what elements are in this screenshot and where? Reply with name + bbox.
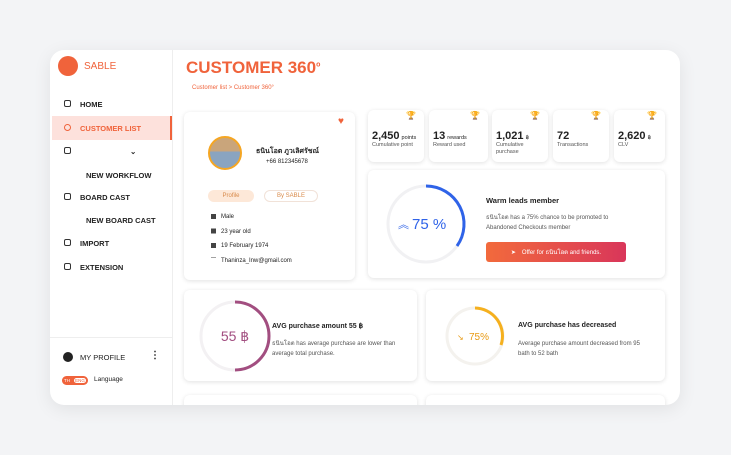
more-button[interactable]: ⋮ bbox=[150, 350, 160, 361]
lead-title: Warm leads member bbox=[486, 196, 560, 205]
trophy-icon: 🏆 bbox=[647, 111, 657, 120]
card-description: Average purchase amount decreased from 9… bbox=[518, 341, 640, 357]
gauge-label: 55 ฿ bbox=[221, 328, 249, 344]
avg-decrease-card: ↘ 75% AVG purchase has decreased Average… bbox=[426, 290, 665, 381]
profile-card: ♥ ธนินโอต ภูวเลิศรัชณ์ +66 812345678 Pro… bbox=[184, 112, 355, 280]
trophy-icon: 🏆 bbox=[470, 111, 480, 120]
detail: Male bbox=[221, 214, 235, 220]
title-text: CUSTOMER 360 bbox=[186, 58, 317, 77]
partial-card bbox=[426, 395, 665, 405]
stat-unit: rewards bbox=[447, 135, 467, 141]
offer-button[interactable]: ➤ Offer for ธนินโอต and friends. bbox=[486, 242, 626, 262]
stat-number: 13 bbox=[433, 130, 446, 142]
gauge-arc bbox=[425, 184, 466, 247]
gauge-arc bbox=[234, 300, 271, 372]
logo bbox=[58, 56, 78, 76]
decrease-gauge: ↘ 75% bbox=[445, 306, 505, 366]
divider bbox=[50, 337, 172, 338]
button-text: Offer for ธนินโอต and friends. bbox=[521, 250, 602, 256]
card-title: AVG purchase amount 55 ฿ bbox=[272, 323, 364, 330]
active-highlight bbox=[52, 116, 172, 140]
stat-label: Reward used bbox=[433, 142, 466, 148]
icon bbox=[64, 239, 71, 246]
detail: 23 year old bbox=[221, 229, 251, 235]
menu-item[interactable]: BOARD CAST bbox=[80, 193, 130, 202]
stat-label: Cumulative purchase bbox=[496, 142, 524, 155]
stat-card: 🏆 13 rewards Reward used bbox=[429, 110, 488, 162]
app-window: SABLE HOME CUSTOMER LIST ⌄ NEW WORKFLOW … bbox=[50, 50, 680, 405]
stat-value: 13 rewards bbox=[433, 126, 467, 144]
icon bbox=[64, 193, 71, 200]
menu-item[interactable]: IMPORT bbox=[80, 239, 110, 248]
language-toggle[interactable]: TH ENG bbox=[62, 376, 88, 385]
chevron[interactable]: ⌄ bbox=[130, 147, 137, 156]
gauge-icon: ︽ bbox=[398, 219, 409, 231]
avg-amount-card: 55 ฿ AVG purchase amount 55 ฿ ธนินโอต ha… bbox=[184, 290, 417, 381]
sidebar: SABLE HOME CUSTOMER LIST ⌄ NEW WORKFLOW … bbox=[50, 50, 173, 405]
stat-label: Transactions bbox=[557, 142, 589, 148]
stat-value: 2,450 points bbox=[372, 126, 416, 144]
stat-number: 2,620 bbox=[618, 130, 646, 142]
stat-card: 🏆 2,620 ฿ CLV bbox=[614, 110, 665, 162]
detail: 19 February 1974 bbox=[221, 243, 269, 249]
menu-item[interactable]: NEW BOARD CAST bbox=[86, 216, 156, 225]
menu-item[interactable]: NEW WORKFLOW bbox=[86, 171, 152, 180]
breadcrumb[interactable]: Customer list > Customer 360° bbox=[192, 85, 274, 91]
icon bbox=[64, 124, 71, 131]
stat-number: 2,450 bbox=[372, 130, 400, 142]
stat-unit: points bbox=[401, 135, 417, 141]
amount-gauge: 55 ฿ bbox=[199, 300, 271, 372]
avatar-icon bbox=[63, 352, 73, 362]
partial-card bbox=[184, 395, 417, 405]
icon bbox=[64, 147, 71, 154]
card-description: ธนินโอต has average purchase are lower t… bbox=[272, 341, 396, 357]
stat-unit: ฿ bbox=[647, 135, 652, 141]
trophy-icon: 🏆 bbox=[591, 111, 601, 120]
lead-gauge: ︽ 75 % bbox=[386, 184, 466, 264]
favorite-heart[interactable]: ♥ bbox=[338, 116, 344, 127]
phone: +66 812345678 bbox=[266, 159, 308, 165]
brand: SABLE bbox=[84, 61, 117, 72]
menu-item[interactable]: CUSTOMER LIST bbox=[80, 124, 142, 133]
menu-item[interactable]: HOME bbox=[80, 100, 103, 109]
gauge-label: 75 % bbox=[412, 216, 446, 233]
active-bar bbox=[170, 116, 172, 140]
detail-icons bbox=[211, 214, 216, 258]
trophy-icon: 🏆 bbox=[530, 111, 540, 120]
stat-label: Cumulative point bbox=[372, 142, 413, 148]
stat-value: 2,620 ฿ bbox=[618, 126, 651, 144]
stat-card: 🏆 1,021 ฿ Cumulative purchase bbox=[492, 110, 548, 162]
lead-description: ธนินโอต has a 75% chance to be promoted … bbox=[486, 215, 609, 231]
gauge-arc bbox=[474, 306, 504, 346]
toggle-option: TH bbox=[64, 378, 71, 383]
toggle-option: ENG bbox=[74, 378, 86, 383]
menu-item[interactable]: EXTENSION bbox=[80, 263, 124, 272]
stat-number: 1,021 bbox=[496, 130, 524, 142]
avatar bbox=[208, 136, 242, 170]
stat-unit: ฿ bbox=[525, 135, 530, 141]
detail: Thaninza_Inw@gmail.com bbox=[221, 258, 292, 264]
stat-card: 🏆 2,450 points Cumulative point bbox=[368, 110, 424, 162]
icon bbox=[64, 100, 71, 107]
page-title: CUSTOMER 360o bbox=[186, 58, 320, 78]
trophy-icon: 🏆 bbox=[406, 111, 416, 120]
stat-label: CLV bbox=[618, 142, 629, 148]
my-profile[interactable]: MY PROFILE bbox=[80, 353, 126, 362]
stat-number: 72 bbox=[557, 130, 570, 142]
language-label: Language bbox=[94, 376, 123, 383]
card-title: AVG purchase has decreased bbox=[518, 322, 617, 329]
icon bbox=[64, 263, 71, 270]
customer-name: ธนินโอต ภูวเลิศรัชณ์ bbox=[256, 148, 319, 155]
stat-value: 1,021 ฿ bbox=[496, 126, 529, 144]
title-sup: o bbox=[316, 61, 321, 69]
gauge-icon: ↘ bbox=[457, 333, 464, 342]
lead-card: ︽ 75 % Warm leads member ธนินโอต has a 7… bbox=[368, 170, 665, 278]
stat-value: 72 bbox=[557, 126, 569, 144]
tab[interactable]: Profile bbox=[208, 190, 254, 202]
gauge-label: 75% bbox=[469, 332, 489, 343]
stat-card: 🏆 72 Transactions bbox=[553, 110, 609, 162]
send-icon: ➤ bbox=[510, 249, 516, 256]
tab[interactable]: By SABLE bbox=[264, 190, 318, 202]
